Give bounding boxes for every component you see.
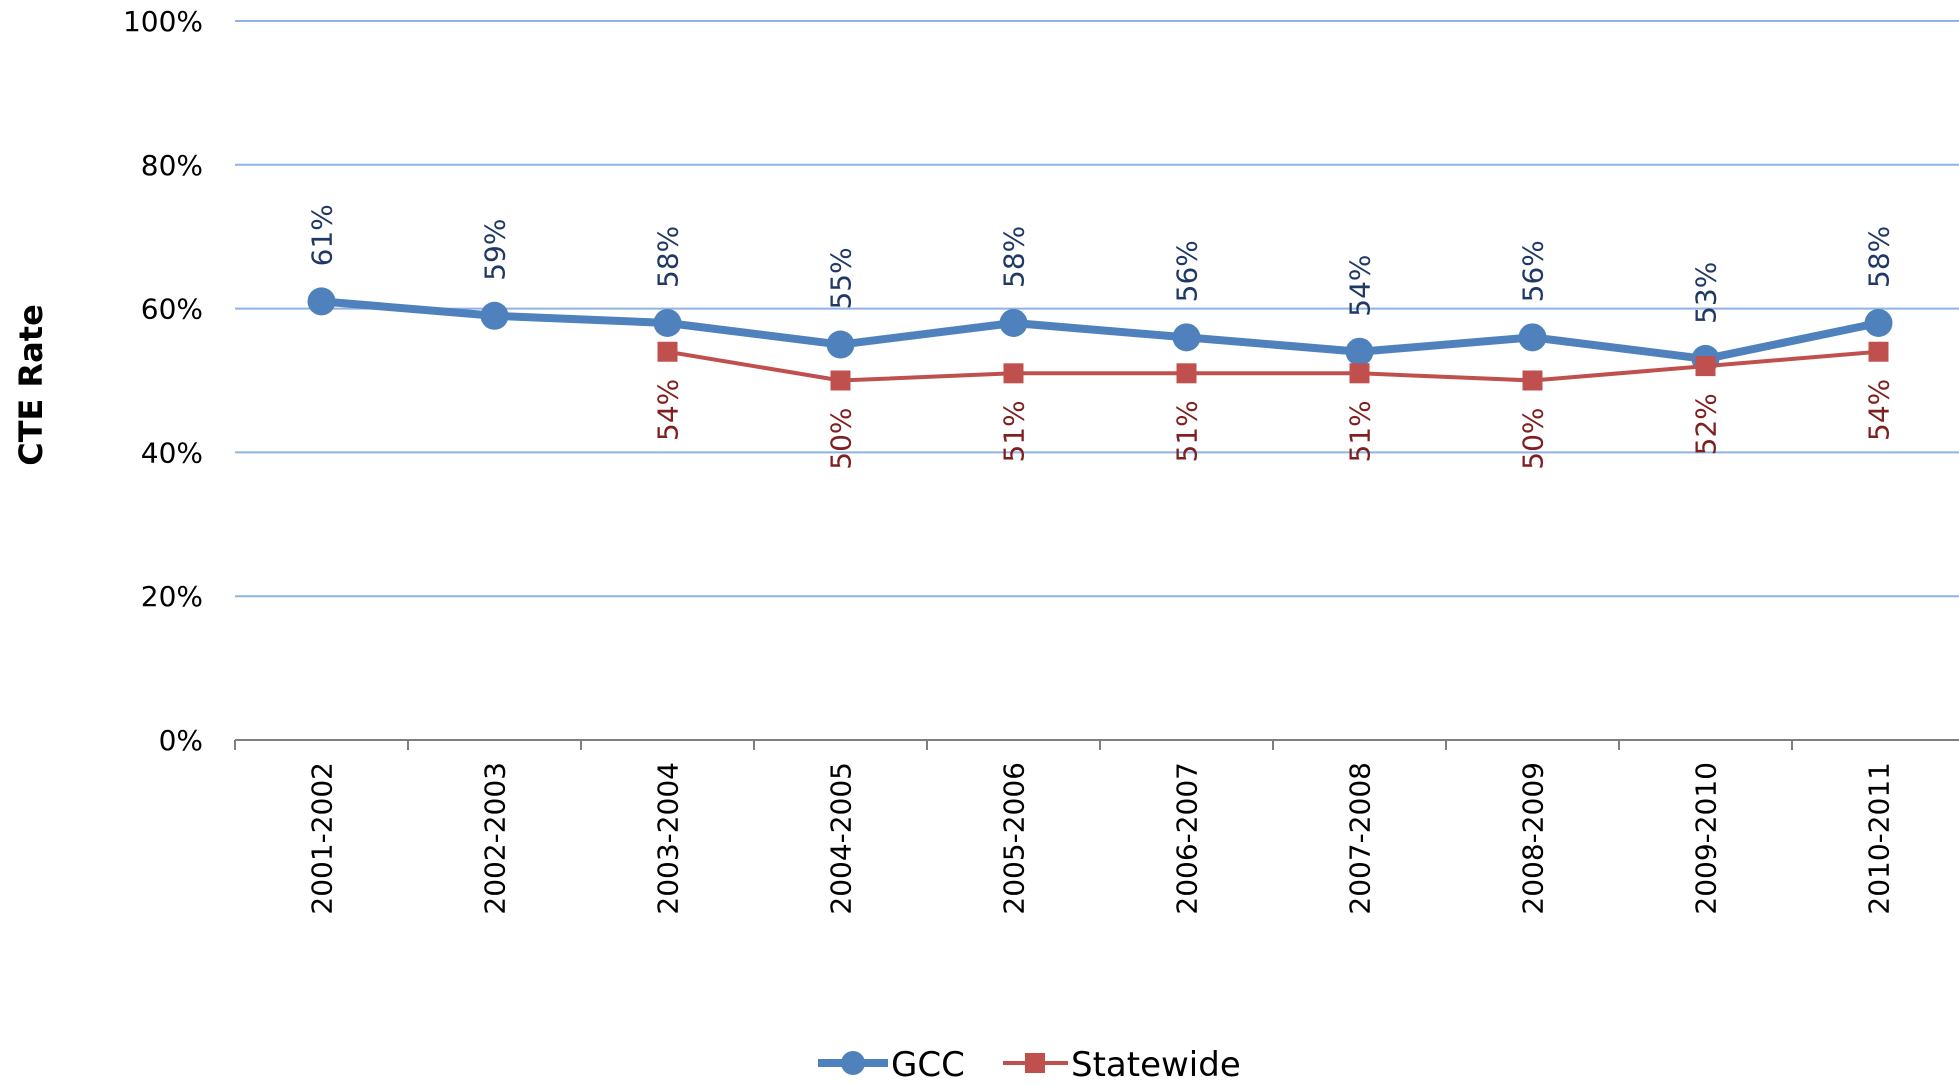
data-label-statewide: 50% [1517,408,1550,470]
data-point-gcc [1345,337,1374,366]
legend-marker-statewide [1025,1053,1045,1073]
series-line-gcc [321,297,1880,363]
data-labels: 61% 59% 58% 55% 58% 56% 54% 56% 53% 58% 54% 50% 51% 5… [306,204,1896,470]
gridlines [235,20,1959,598]
legend: GCC Statewide [818,1045,1241,1085]
x-tick-label: 2007-2008 [1344,762,1377,915]
y-tick-label: 20% [141,580,203,613]
legend-label-gcc: GCC [891,1045,965,1085]
data-point-gcc [307,287,336,316]
data-point-gcc [826,330,855,359]
data-label-statewide: 51% [998,400,1031,462]
data-label-statewide: 54% [652,379,685,441]
data-point-statewide [830,370,851,391]
y-tick-label: 100% [123,5,203,38]
data-point-gcc [1172,323,1201,352]
data-label-gcc: 55% [825,247,858,309]
x-tick-label: 2010-2011 [1863,762,1896,915]
data-label-gcc: 53% [1690,262,1723,324]
data-point-gcc [653,308,682,337]
y-axis-ticks: 0% 20% 40% 60% 80% 100% [123,5,203,757]
x-tick-label: 2004-2005 [825,762,858,915]
series-line-statewide [667,349,1879,383]
x-tick-label: 2003-2004 [652,762,685,915]
data-point-statewide [1349,363,1370,384]
data-point-statewide [1176,363,1197,384]
data-label-statewide: 50% [825,408,858,470]
data-label-statewide: 52% [1690,393,1723,455]
data-point-gcc [1864,308,1893,337]
data-label-gcc: 54% [1344,255,1377,317]
data-point-gcc [1518,323,1547,352]
y-tick-label: 40% [141,436,203,469]
data-label-gcc: 58% [652,226,685,288]
data-point-gcc [999,308,1028,337]
x-tick-label: 2009-2010 [1690,762,1723,915]
x-tick-label: 2002-2003 [479,762,512,915]
legend-marker-gcc [841,1051,865,1075]
data-point-statewide [1003,363,1024,384]
y-tick-label: 80% [141,149,203,182]
data-label-gcc: 61% [306,204,339,266]
legend-label-statewide: Statewide [1071,1045,1241,1085]
data-point-statewide [1695,356,1716,377]
x-axis: 2001-2002 2002-2003 2003-2004 2004-2005 2005… [234,739,1959,915]
y-tick-label: 60% [141,293,203,326]
data-label-statewide: 51% [1171,400,1204,462]
data-label-gcc: 56% [1171,240,1204,302]
data-label-statewide: 54% [1863,379,1896,441]
data-label-gcc: 59% [479,219,512,281]
data-label-statewide: 51% [1344,400,1377,462]
x-tick-label: 2006-2007 [1171,762,1204,915]
data-label-gcc: 58% [1863,226,1896,288]
data-point-statewide [657,341,678,362]
x-tick-label: 2008-2009 [1517,762,1550,915]
data-point-statewide [1868,341,1889,362]
data-point-statewide [1522,370,1543,391]
data-label-gcc: 58% [998,226,1031,288]
y-tick-label: 0% [159,724,203,757]
data-label-gcc: 56% [1517,240,1550,302]
x-tick-label: 2001-2002 [306,762,339,915]
x-tick-label: 2005-2006 [998,762,1031,915]
y-axis-label: CTE Rate [12,304,50,466]
data-point-gcc [480,301,509,330]
series-group [307,287,1893,391]
